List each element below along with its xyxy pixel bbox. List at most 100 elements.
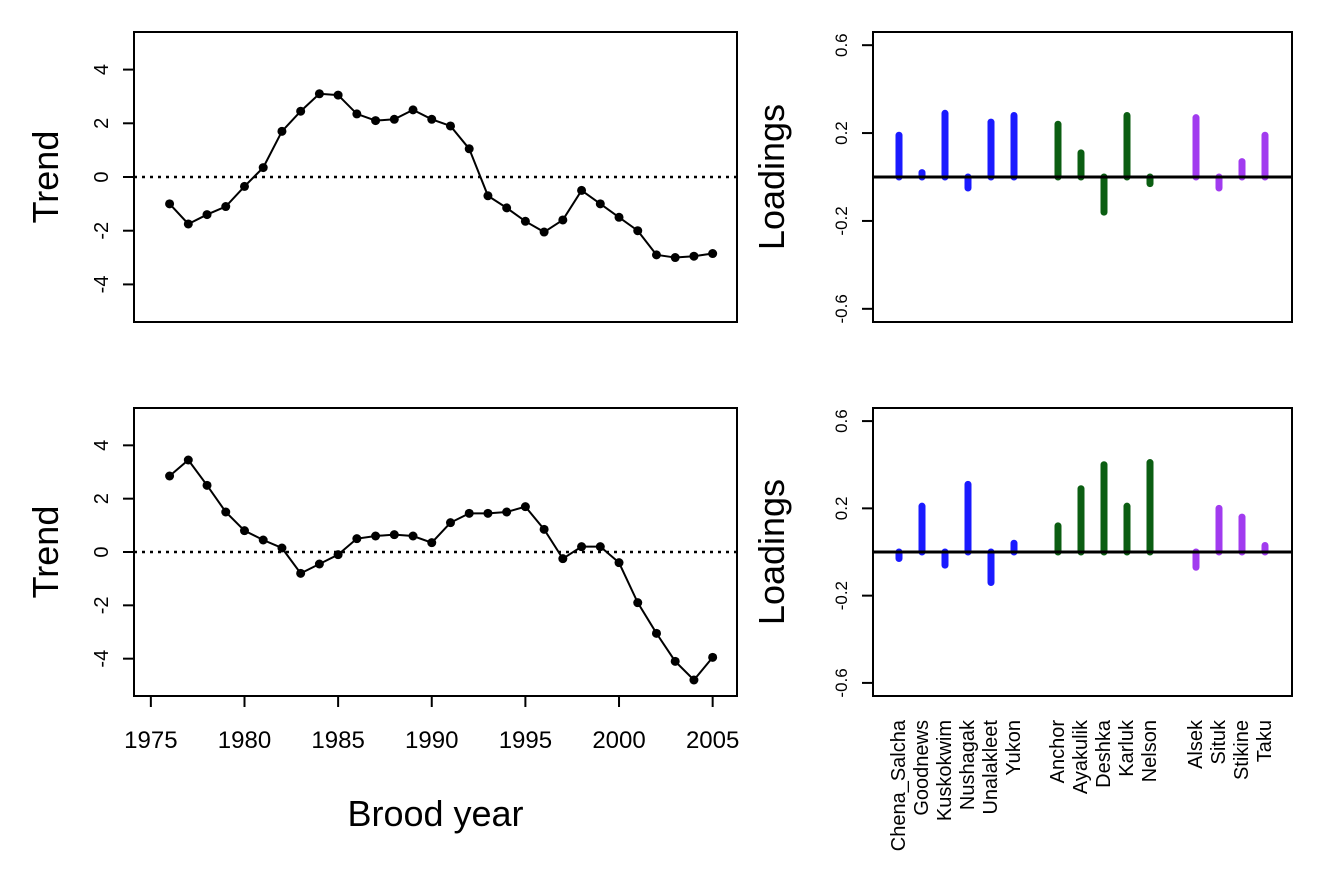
trend-panel-2-data-point — [520, 502, 530, 512]
loadings-panel-2-category-label: Yukon — [1003, 720, 1025, 776]
loadings-panel-2-category-label: Stikine — [1231, 720, 1253, 780]
loadings-panel-2-category-label: Goodnews — [911, 720, 933, 816]
trend-panel-1-data-point — [352, 109, 362, 119]
trend-panel-1-data-point — [258, 163, 268, 173]
trend-panel-1-data-point — [464, 144, 474, 154]
trend-panel-1-data-point — [202, 210, 212, 220]
loadings-panel-2-y-axis: -0.6 -0.2 0.2 0.6 Loadings — [751, 409, 874, 698]
trend-panel-1-data-point — [708, 249, 718, 259]
trend-panel-1-y-tick-label: 2 — [91, 118, 113, 129]
trend-panel-2-y-tick-label: 0 — [91, 546, 113, 557]
trend-panel-1-data-point — [670, 253, 680, 263]
loadings-panel-1-y-tick-label: 0.2 — [832, 121, 851, 145]
trend-panel-2-data-point — [577, 542, 587, 552]
loadings-panel-2-y-tick-label: -0.6 — [832, 668, 851, 697]
trend-panel-2-y-tick-label: 2 — [91, 493, 113, 504]
trend-panel-1-data-point — [183, 219, 193, 229]
loadings-panel-2-category-label: Ayakulik — [1070, 719, 1092, 794]
trend-panel-1-data-point — [502, 203, 512, 213]
trend-panel-1-data-point — [165, 199, 175, 209]
trend-panel-1-data-point — [614, 212, 624, 222]
trend-panel-2-data-point — [670, 656, 680, 666]
trend-panel-2-data-point — [183, 455, 193, 465]
trend-panel-2-x-tick-label: 2005 — [686, 727, 739, 754]
loadings-panel-2-category-label: Anchor — [1047, 720, 1069, 784]
trend-panel-1-data-point — [389, 114, 399, 124]
trend-panel-2-data-point — [464, 508, 474, 518]
trend-panel-2-data-point — [296, 568, 306, 578]
trend-panel-1-y-tick-label: -2 — [91, 222, 113, 240]
trend-panel-2-data-point — [371, 531, 381, 541]
trend-panel-2-x-tick-label: 2000 — [592, 727, 645, 754]
trend-panel-1-data-point — [427, 114, 437, 124]
trend-panel-2-data-point — [633, 598, 643, 608]
trend-panel-2-data-point — [202, 480, 212, 490]
loadings-panel-2-y-tick-label: 0.2 — [832, 497, 851, 521]
trend-panel-1-data-point — [277, 126, 287, 136]
trend-panel-1-data-point — [314, 89, 324, 99]
loadings-panel-2-y-tick-label: -0.2 — [832, 581, 851, 610]
trend-panel-2-data-point — [614, 558, 624, 568]
trend-panel-2-data-point — [539, 524, 549, 534]
trend-panel-2-y-axis-label: Trend — [25, 506, 66, 599]
loadings-panel-2-category-label: Alsek — [1185, 719, 1207, 769]
trend-panel-2-data-point — [595, 542, 605, 552]
loadings-panel-2-category-label: Chena_Salcha — [888, 719, 910, 851]
trend-panel-1-y-tick-label: 4 — [91, 64, 113, 75]
trend-panel-2-x-tick-label: 1985 — [311, 727, 364, 754]
trend-panel-1-data-point — [371, 116, 381, 126]
trend-panel-1-data-point — [408, 105, 418, 115]
trend-panel-1-data-point — [539, 227, 549, 237]
trend-panel-1-y-axis-label: Trend — [25, 131, 66, 224]
loadings-panel-2-category-label: Karluk — [1116, 719, 1138, 777]
trend-panel-2-series-line — [168, 458, 714, 682]
trend-panel-2-x-tick-label: 1990 — [405, 727, 458, 754]
trend-panel-2-data-point — [389, 530, 399, 540]
trend-panel-2-data-point — [221, 507, 231, 517]
chart-panels: -4 -2 0 2 4 Trend -4 -2 0 2 4 Trend 1975 1980 1985 1990… — [25, 31, 1293, 851]
trend-panel-1-series-line — [168, 92, 713, 259]
trend-panel-2-x-tick-label: 1980 — [218, 727, 271, 754]
trend-panel-2-x-tick-label: 1975 — [124, 727, 177, 754]
trend-panel-2-data-point — [445, 518, 455, 528]
trend-panel-1-data-point — [445, 121, 455, 131]
trend-panel-1-data-point — [558, 215, 568, 225]
loadings-panel-2-category-labels: Chena_Salcha Goodnews Kuskokwim Nushagak Una… — [888, 719, 1276, 851]
trend-panel-2-x-axis-label: Brood year — [347, 793, 523, 834]
trend-panel-1-data-point — [689, 251, 699, 261]
trend-panel-2-data-point — [352, 534, 362, 544]
trend-panel-2-data-point — [502, 507, 512, 517]
loadings-panel-1-y-axis-label: Loadings — [751, 104, 792, 250]
trend-panel-1-y-tick-label: 0 — [91, 171, 113, 182]
trend-panel-2-data-point — [258, 535, 268, 545]
loadings-panel-2-category-label: Nushagak — [957, 719, 979, 810]
loadings-panel-1-y-tick-label: -0.2 — [832, 206, 851, 235]
trend-panel-2-data-point — [689, 675, 699, 685]
trend-panel-1-y-tick-label: -4 — [91, 276, 113, 294]
loadings-panel-1-y-tick-label: 0.6 — [832, 33, 851, 57]
loadings-panel-2-category-label: Nelson — [1139, 720, 1161, 782]
trend-panel-2-data-point — [333, 550, 343, 560]
loadings-panel-1-y-tick-label: -0.6 — [832, 294, 851, 323]
trend-panel-2-data-point — [708, 652, 718, 662]
trend-panel-2-y-tick-label: -2 — [91, 596, 113, 614]
trend-panel-1-data-point — [651, 250, 661, 260]
trend-panel-2-data-point — [651, 628, 661, 638]
trend-panel-2-data-point — [165, 471, 175, 481]
trend-panel-1-data-point — [520, 216, 530, 226]
loadings-panel-2-category-label: Situk — [1208, 719, 1230, 764]
loadings-panel-1-y-axis: -0.6 -0.2 0.2 0.6 Loadings — [751, 33, 874, 323]
loadings-panel-2-y-axis-label: Loadings — [751, 479, 792, 625]
trend-panel-1-data-point — [333, 90, 343, 100]
loadings-panel-2-category-label: Taku — [1254, 720, 1276, 762]
trend-panel-2-data-point — [277, 543, 287, 553]
trend-panel-2-y-tick-label: 4 — [91, 440, 113, 451]
trend-panel-2-x-tick-label: 1995 — [499, 727, 552, 754]
trend-panel-1-data-point — [239, 181, 249, 191]
trend-panel-1-data-point — [633, 226, 643, 236]
trend-panel-2-y-axis: -4 -2 0 2 4 Trend — [25, 440, 135, 668]
trend-panel-1-data-point — [483, 191, 493, 201]
loadings-panel-2-category-label: Unalakleet — [980, 720, 1002, 815]
trend-panel-1-data-point — [296, 106, 306, 116]
